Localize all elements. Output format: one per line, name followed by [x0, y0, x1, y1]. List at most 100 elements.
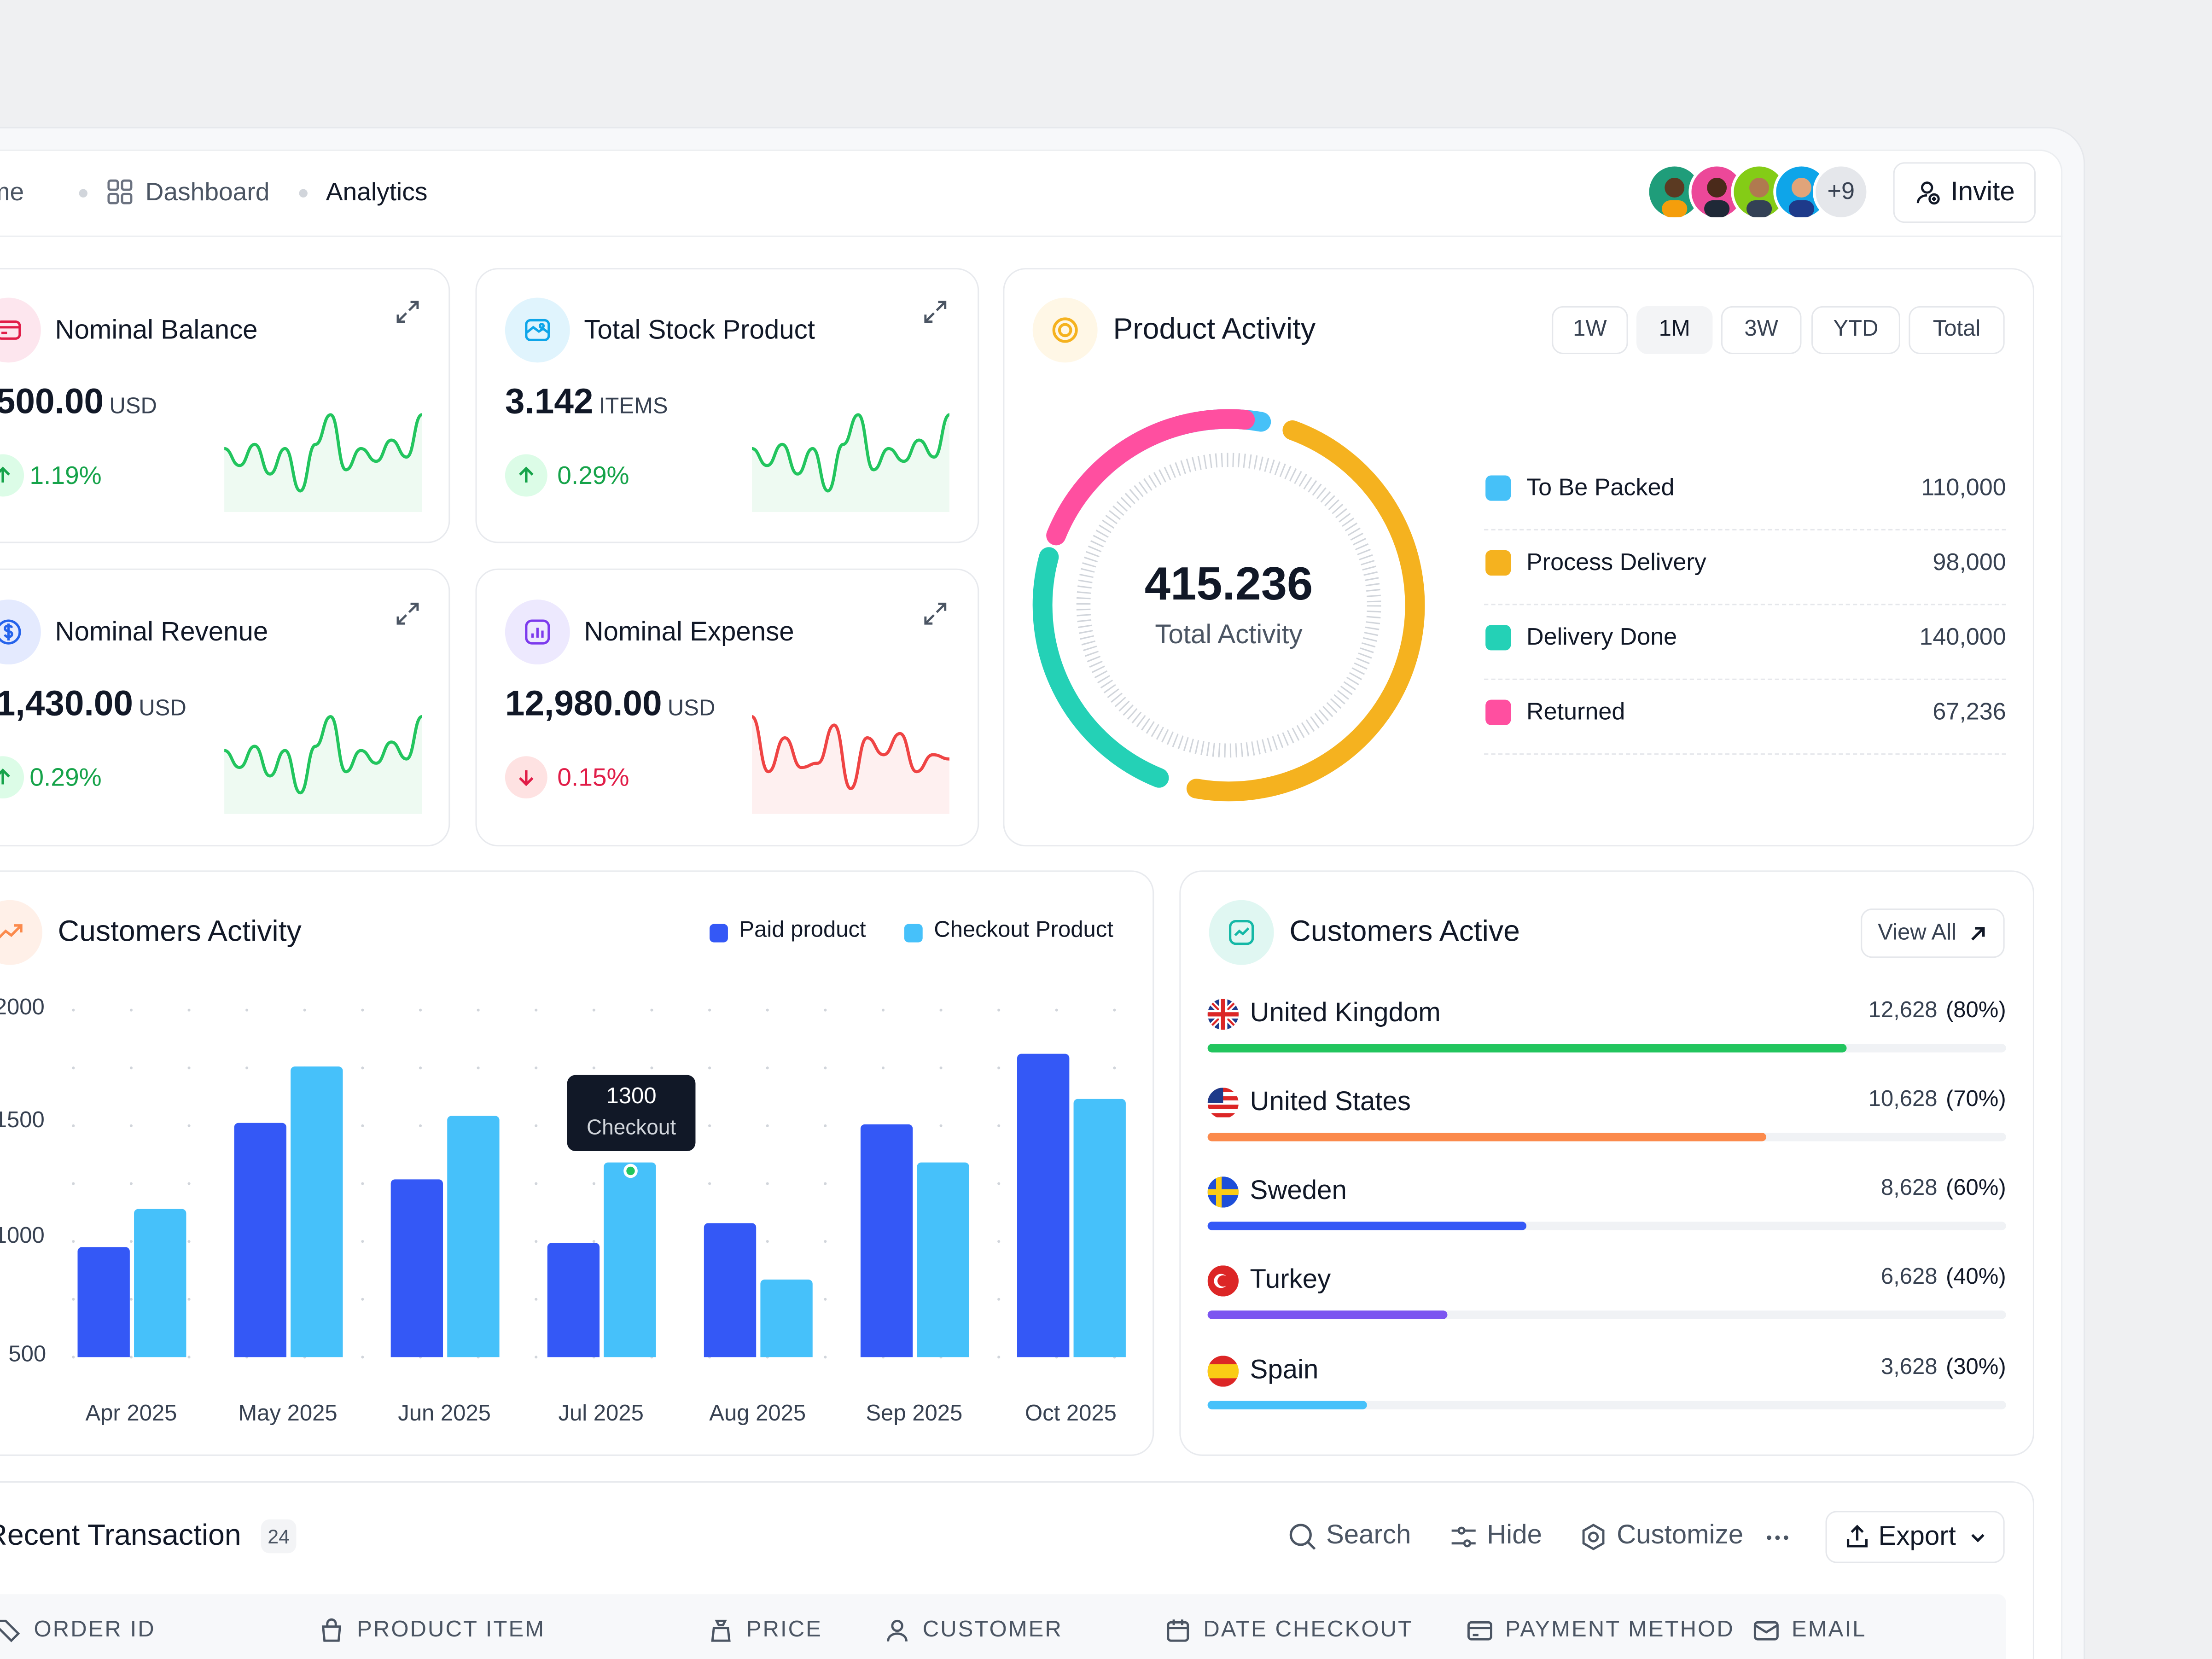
bar-checkout[interactable]: [134, 1210, 186, 1357]
range-1w[interactable]: 1W: [1552, 306, 1628, 355]
upload-icon: [1843, 1524, 1870, 1550]
expand-icon[interactable]: [394, 297, 422, 333]
kpi-unit: ITEMS: [599, 395, 668, 419]
donut-segment[interactable]: [1186, 420, 1425, 802]
x-tick: Oct 2025: [1025, 1402, 1117, 1426]
country-name: United States: [1250, 1088, 1411, 1118]
x-tick: Sep 2025: [866, 1402, 963, 1426]
country-name: Spain: [1250, 1356, 1319, 1385]
column-label: PAYMENT METHOD: [1505, 1618, 1735, 1642]
bar-paid[interactable]: [547, 1242, 600, 1357]
bar-checkout[interactable]: [917, 1162, 969, 1357]
credit-card-icon: [1467, 1621, 1492, 1641]
money-bag-icon: [711, 1619, 731, 1642]
country-percent: (30%): [1945, 1356, 2006, 1380]
kpi-unit: USD: [139, 697, 186, 721]
kpi-value-number: 500.00: [0, 382, 104, 422]
range-ytd[interactable]: YTD: [1811, 306, 1900, 355]
x-tick: Jun 2025: [398, 1402, 491, 1426]
wallet-icon: [0, 297, 41, 363]
progress-fill: [1207, 1401, 1368, 1409]
expand-icon[interactable]: [394, 600, 422, 635]
donut-chart: [1032, 409, 1425, 802]
column-email[interactable]: EMAIL: [1752, 1617, 1866, 1645]
expand-icon[interactable]: [921, 600, 949, 635]
bar-checkout[interactable]: [760, 1279, 813, 1357]
arrow-up-right-icon: [1968, 923, 1988, 943]
bar-paid[interactable]: [390, 1179, 443, 1357]
tag-icon: [0, 1619, 20, 1642]
kpi-card-nominal-expense: Nominal Expense 12,980.00 USD 0.15%: [475, 568, 979, 847]
column-payment-method[interactable]: PAYMENT METHOD: [1466, 1617, 1735, 1645]
customize-button[interactable]: Customize: [1578, 1521, 1743, 1552]
column-label: CUSTOMER: [922, 1618, 1063, 1642]
flag-spain-icon: [1207, 1356, 1239, 1387]
column-date-checkout[interactable]: DATE CHECKOUT: [1164, 1617, 1413, 1645]
progress-fill: [1207, 1222, 1527, 1230]
sparkline-chart: [224, 715, 423, 814]
kpi-title: Nominal Expense: [584, 617, 794, 648]
sparkline-chart: [224, 413, 423, 512]
bar-paid[interactable]: [704, 1222, 757, 1357]
kpi-value-number: 3.142: [505, 382, 594, 422]
donut-segment[interactable]: [1046, 409, 1255, 546]
bar-checkout[interactable]: [447, 1116, 500, 1357]
customers-active-title: Customers Active: [1289, 915, 1520, 948]
progress-track: [1207, 1222, 2006, 1230]
column-product-item[interactable]: PRODUCT ITEM: [317, 1617, 545, 1645]
expand-icon[interactable]: [921, 297, 949, 333]
kpi-title: Total Stock Product: [584, 316, 815, 346]
kpi-value-number: 12,980.00: [505, 684, 662, 724]
x-tick: Apr 2025: [85, 1402, 177, 1426]
column-label: PRICE: [746, 1618, 822, 1642]
transactions-count-badge: 24: [261, 1519, 297, 1554]
invite-button[interactable]: Invite: [1893, 162, 2036, 223]
legend-swatch: [1485, 699, 1511, 725]
search-button[interactable]: Search: [1288, 1521, 1411, 1552]
legend-row: Process Delivery 98,000: [1484, 532, 2006, 605]
country-stat: 10,628 (70%): [1869, 1088, 2006, 1113]
view-all-label: View All: [1878, 920, 1957, 945]
column-order-id[interactable]: ORDER ID: [0, 1617, 156, 1645]
flag-sweden-icon: [1207, 1176, 1239, 1208]
bar-checkout[interactable]: [291, 1066, 343, 1357]
kpi-unit: USD: [667, 697, 716, 721]
y-tick: 2000: [0, 996, 45, 1020]
bar-checkout[interactable]: [1073, 1099, 1126, 1357]
bar-paid[interactable]: [77, 1246, 130, 1357]
breadcrumb-home[interactable]: Home: [0, 178, 24, 206]
more-options-icon[interactable]: [1764, 1524, 1792, 1552]
bar-checkout[interactable]: [604, 1162, 656, 1357]
column-price[interactable]: PRICE: [707, 1617, 822, 1645]
export-button[interactable]: Export: [1825, 1511, 2005, 1563]
range-1m[interactable]: 1M: [1636, 306, 1713, 355]
user-icon: [887, 1619, 908, 1642]
range-total[interactable]: Total: [1909, 306, 2005, 355]
column-customer[interactable]: CUSTOMER: [883, 1617, 1063, 1645]
hide-button[interactable]: Hide: [1449, 1521, 1542, 1552]
bar-paid[interactable]: [1017, 1053, 1070, 1357]
sparkline-chart: [751, 413, 950, 512]
kpi-card-nominal-revenue: Nominal Revenue 1,430.00 USD 0.29%: [0, 568, 450, 847]
kpi-unit: USD: [109, 395, 157, 419]
tooltip-point: [623, 1164, 638, 1178]
range-3w[interactable]: 3W: [1721, 306, 1802, 355]
legend-value: 110,000: [1921, 474, 2006, 501]
donut-segment[interactable]: [1032, 547, 1169, 788]
view-all-button[interactable]: View All: [1861, 908, 2005, 958]
legend-checkout: Checkout Product: [934, 918, 1113, 943]
invite-label: Invite: [1950, 177, 2015, 207]
top-bar: [0, 150, 2063, 237]
trend-up-icon: [0, 454, 24, 497]
kpi-value: 3.142 ITEMS: [505, 382, 668, 423]
legend-row: Returned 67,236: [1484, 681, 2006, 755]
y-tick: 500: [8, 1343, 47, 1367]
breadcrumb-dashboard[interactable]: Dashboard: [145, 178, 270, 206]
bar-paid[interactable]: [860, 1125, 913, 1357]
progress-fill: [1207, 1310, 1447, 1319]
country-count: 10,628: [1868, 1088, 1938, 1112]
country-count: 6,628: [1880, 1265, 1938, 1290]
bar-paid[interactable]: [234, 1123, 286, 1357]
search-label: Search: [1326, 1520, 1411, 1551]
progress-track: [1207, 1044, 2006, 1053]
